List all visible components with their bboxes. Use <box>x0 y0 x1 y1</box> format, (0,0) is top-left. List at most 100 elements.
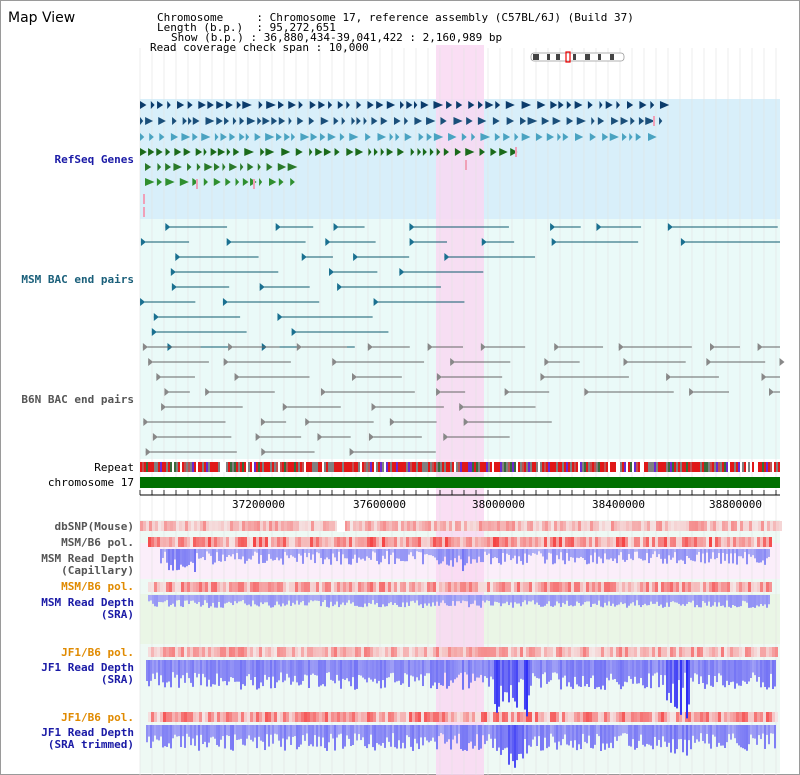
repeat-segment <box>682 462 684 472</box>
polymorphism-cell <box>544 647 547 657</box>
polymorphism-cell <box>446 521 449 531</box>
polymorphism-cell <box>478 537 481 547</box>
repeat-segment <box>150 462 152 472</box>
read-depth-bar <box>534 660 536 677</box>
polymorphism-cell <box>424 582 427 592</box>
track-label-msm-depth-sra-1[interactable]: MSM Read Depth <box>41 596 134 609</box>
track-label-msm-b6-pol-2[interactable]: MSM/B6 pol. <box>61 580 134 593</box>
read-depth-bar <box>198 549 200 559</box>
read-depth-bar <box>308 725 310 746</box>
read-depth-bar <box>690 595 692 603</box>
polymorphism-cell <box>379 582 382 592</box>
polymorphism-cell <box>205 712 208 722</box>
polymorphism-cell <box>352 647 355 657</box>
polymorphism-cell <box>499 647 502 657</box>
polymorphism-cell <box>170 521 173 531</box>
track-label-jf1-b6-pol-1[interactable]: JF1/B6 pol. <box>61 646 134 659</box>
read-depth-bar <box>348 595 350 601</box>
polymorphism-cell <box>748 537 751 547</box>
read-depth-bar <box>740 660 742 686</box>
repeat-segment <box>336 462 338 472</box>
gene-marker <box>520 117 527 125</box>
polymorphism-cell <box>148 647 151 657</box>
read-depth-bar <box>268 549 270 555</box>
polymorphism-cell <box>499 537 502 547</box>
gene-marker <box>319 133 326 141</box>
polymorphism-cell <box>520 712 523 722</box>
polymorphism-cell <box>514 582 517 592</box>
read-depth-bar <box>608 549 610 560</box>
polymorphism-cell <box>739 582 742 592</box>
track-label-msm-depth-capillary-1[interactable]: MSM Read Depth <box>41 552 134 565</box>
polymorphism-cell <box>595 647 598 657</box>
polymorphism-cell <box>382 582 385 592</box>
polymorphism-cell <box>364 537 367 547</box>
read-depth-bar <box>624 595 626 604</box>
polymorphism-cell <box>373 537 376 547</box>
track-label-jf1-depth-sra-1[interactable]: JF1 Read Depth <box>41 661 134 674</box>
repeat-segment <box>146 462 148 472</box>
read-depth-bar <box>742 725 744 749</box>
read-depth-bar <box>756 595 758 606</box>
read-depth-bar <box>504 595 506 604</box>
bac-end-marker <box>164 388 170 396</box>
gene-marker <box>220 133 227 141</box>
repeat-segment <box>554 462 556 472</box>
polymorphism-cell <box>625 582 628 592</box>
repeat-segment <box>438 462 440 472</box>
bac-end-marker <box>296 343 302 351</box>
polymorphism-cell <box>770 521 773 531</box>
track-label-msm-bac[interactable]: MSM BAC end pairs <box>21 273 134 286</box>
track-label-refseq[interactable]: RefSeq Genes <box>54 153 134 166</box>
track-label-jf1-b6-pol-2[interactable]: JF1/B6 pol. <box>61 711 134 724</box>
polymorphism-cell <box>535 712 538 722</box>
read-depth-bar <box>672 595 674 602</box>
read-depth-bar <box>350 725 352 747</box>
read-depth-bar <box>608 660 610 681</box>
polymorphism-cell <box>491 521 494 531</box>
bac-end-marker <box>349 448 355 456</box>
repeat-segment <box>648 462 650 472</box>
read-depth-bar <box>526 660 528 717</box>
read-depth-bar <box>250 660 252 680</box>
polymorphism-cell <box>535 647 538 657</box>
read-depth-bar <box>562 595 564 603</box>
bac-end-marker <box>305 418 311 426</box>
track-label-b6n-bac[interactable]: B6N BAC end pairs <box>21 393 134 406</box>
polymorphism-cell <box>496 537 499 547</box>
read-depth-bar <box>558 549 560 560</box>
gene-marker <box>165 148 171 156</box>
gene-marker <box>271 117 278 125</box>
repeat-segment <box>170 462 172 472</box>
polymorphism-cell <box>586 647 589 657</box>
track-label-repeat[interactable]: Repeat <box>94 461 134 474</box>
polymorphism-cell <box>388 712 391 722</box>
polymorphism-cell <box>688 712 691 722</box>
bac-end-marker <box>320 388 326 396</box>
polymorphism-cell <box>229 537 232 547</box>
read-depth-bar <box>460 595 462 604</box>
polymorphism-cell <box>317 521 320 531</box>
gene-marker <box>145 163 152 171</box>
read-depth-bar <box>602 725 604 744</box>
polymorphism-cell <box>745 712 748 722</box>
track-label-msm-b6-pol-1[interactable]: MSM/B6 pol. <box>61 536 134 549</box>
read-depth-bar <box>356 595 358 606</box>
repeat-segment <box>680 462 682 472</box>
track-label-jf1-depth-trim-1[interactable]: JF1 Read Depth <box>41 726 134 739</box>
repeat-segment <box>258 462 260 472</box>
polymorphism-cell <box>326 521 329 531</box>
polymorphism-cell <box>431 521 434 531</box>
gene-marker <box>480 133 491 141</box>
gene-marker <box>239 133 245 141</box>
polymorphism-cell <box>257 521 260 531</box>
polymorphism-cell <box>298 647 301 657</box>
gene-snp-mark <box>465 160 467 170</box>
track-label-dbsnp[interactable]: dbSNP(Mouse) <box>54 520 134 533</box>
polymorphism-cell <box>434 521 437 531</box>
read-depth-bar <box>394 660 396 683</box>
read-depth-bar <box>442 595 444 601</box>
read-depth-bar <box>644 660 646 689</box>
read-depth-bar <box>240 660 242 690</box>
